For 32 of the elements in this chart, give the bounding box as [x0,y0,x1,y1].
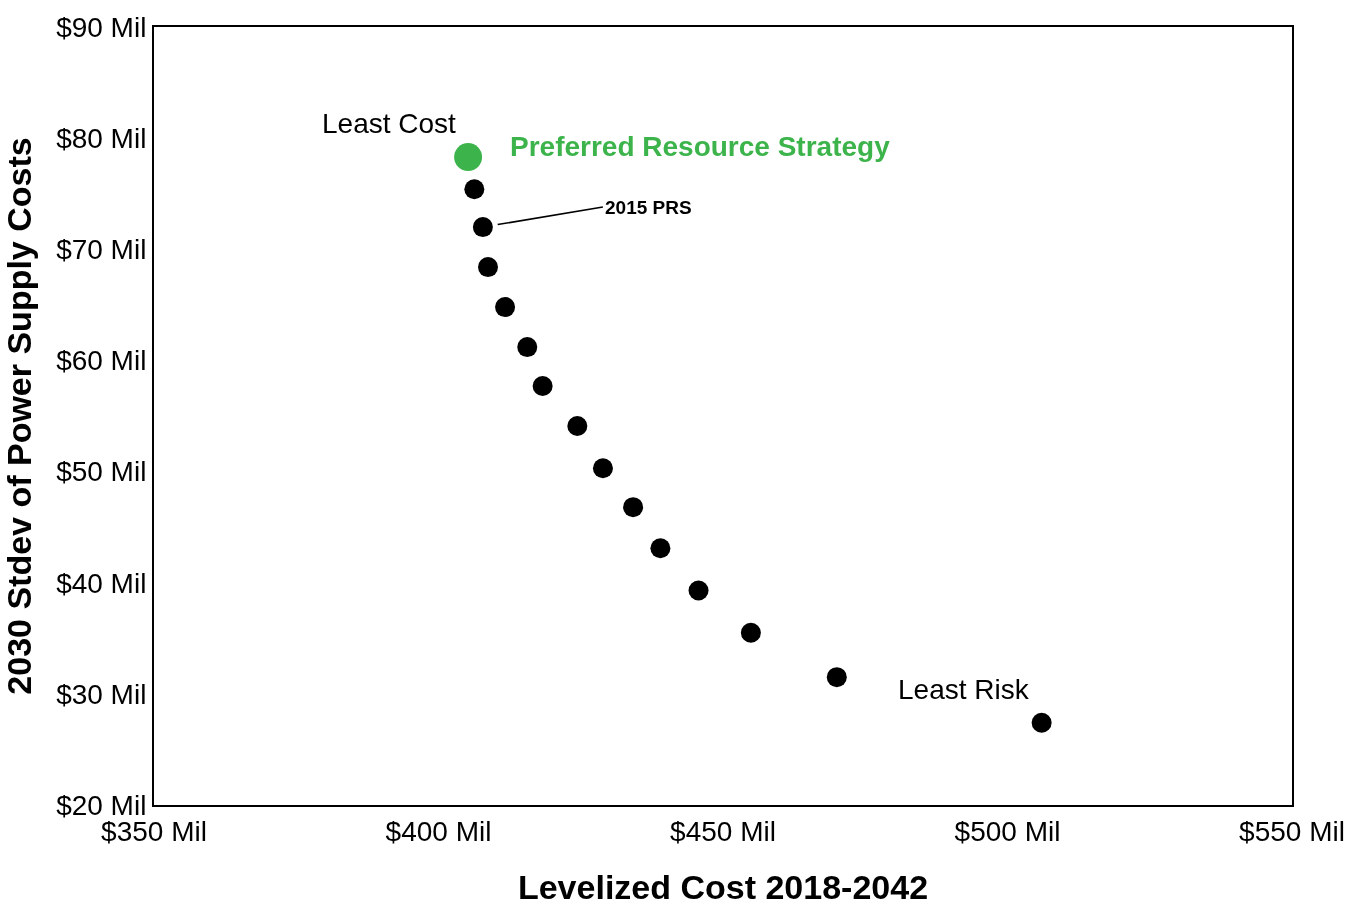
x-tick-label: $550 Mil [1239,815,1345,847]
point [472,217,493,238]
x-tick-label: $500 Mil [954,815,1061,847]
annotation: 2015 PRS [605,197,692,218]
point [623,497,644,518]
y-tick-label: $80 Mil [56,122,147,154]
y-tick-label: $60 Mil [56,345,147,377]
x-tick-label: $400 Mil [385,815,492,847]
point [532,375,553,396]
annotation: Least Risk [898,674,1030,705]
point [826,667,847,688]
point [592,458,613,479]
point [650,538,671,559]
y-tick-label: $30 Mil [56,678,147,710]
point [740,622,761,643]
point [567,416,588,436]
annotation: Preferred Resource Strategy [510,131,891,162]
y-tick-label: $40 Mil [56,567,147,599]
point [454,143,483,172]
point [688,580,709,601]
point [495,297,516,318]
point [478,257,498,278]
x-tick-label: $450 Mil [670,815,776,847]
y-tick-label: $50 Mil [56,456,147,488]
point [517,337,538,358]
point [464,179,485,200]
x-axis-title: Levelized Cost 2018-2042 [517,868,929,907]
point [1031,712,1052,733]
annotation: Least Cost [322,108,457,139]
y-tick-label: $70 Mil [56,234,147,266]
y-axis-title: 2030 Stdev of Power Supply Costs [0,137,38,695]
y-tick-label: $90 Mil [56,11,147,43]
